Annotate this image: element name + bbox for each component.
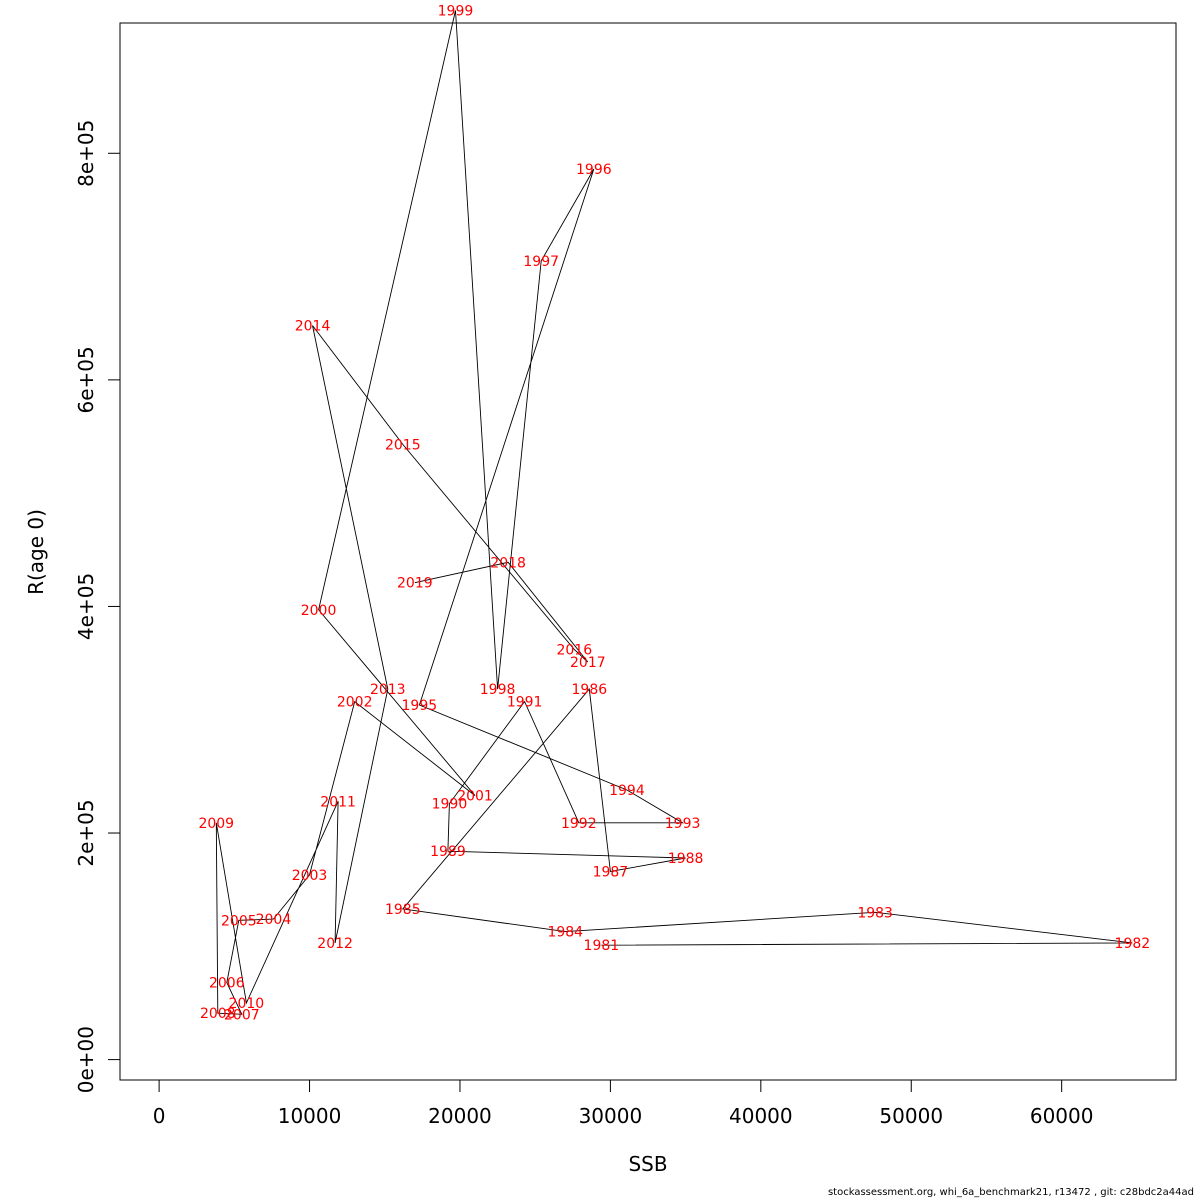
year-label: 2006 [209,976,245,992]
year-label: 1987 [593,865,629,881]
year-label: 2005 [221,913,257,929]
y-tick-label: 4e+05 [74,573,98,640]
year-label: 1995 [402,698,438,714]
x-tick-label: 60000 [1030,1104,1094,1128]
year-label: 2015 [385,437,421,453]
year-label: 1983 [857,905,893,921]
x-tick-label: 30000 [579,1104,643,1128]
year-label: 1994 [609,783,645,799]
year-label: 1998 [480,682,516,698]
year-label: 1999 [438,4,474,20]
year-label: 2004 [256,912,292,928]
year-label: 1981 [584,938,620,954]
x-tick-label: 50000 [879,1104,943,1128]
year-label: 2008 [200,1006,236,1022]
year-label: 1993 [665,816,701,832]
year-label: 2007 [224,1007,260,1023]
year-label: 2011 [320,794,356,810]
y-tick-label: 8e+05 [74,120,98,187]
year-label: 2010 [229,996,265,1012]
x-tick-label: 0 [153,1104,166,1128]
x-tick-label: 40000 [729,1104,793,1128]
year-label: 2013 [370,682,406,698]
footer-caption: stockassessment.org, whi_6a_benchmark21,… [827,1187,1194,1198]
year-label: 2002 [337,695,373,711]
year-label: 2003 [292,868,328,884]
year-label: 2012 [317,936,353,952]
year-labels: 1981 1982 1983 1984 1985 1986 1987 1988 1989 1990… [198,4,1150,1024]
year-label: 1986 [572,682,608,698]
year-label: 1997 [523,254,559,270]
year-label: 1991 [507,695,543,711]
year-label: 1984 [547,925,583,941]
y-tick-label: 6e+05 [74,346,98,413]
year-label: 2016 [556,642,592,658]
year-label: 2017 [570,655,606,671]
year-label: 1985 [385,902,421,918]
year-label: 1989 [430,844,466,860]
x-tick-label: 10000 [278,1104,342,1128]
year-label: 2014 [295,318,331,334]
year-label: 2018 [490,555,526,571]
y-tick-label: 0e+00 [74,1026,98,1093]
year-label: 2009 [198,816,234,832]
x-axis: 0 10000 20000 30000 40000 50000 60000 [153,1079,1094,1128]
year-label: 1982 [1115,936,1151,952]
year-label: 1992 [561,816,597,832]
year-label: 1988 [668,851,704,867]
year-label: 2001 [457,789,493,805]
year-label: 1996 [576,162,612,178]
x-tick-label: 20000 [428,1104,492,1128]
y-tick-label: 2e+05 [74,799,98,866]
sr-trajectory-line [215,10,1133,1015]
year-label: 2019 [397,576,433,592]
x-axis-title: SSB [628,1152,667,1176]
year-label: 2000 [301,603,337,619]
y-axis-title: R(age 0) [24,509,48,595]
y-axis: 0e+00 2e+05 4e+05 6e+05 8e+05 [74,120,121,1093]
year-label: 1990 [432,797,468,813]
